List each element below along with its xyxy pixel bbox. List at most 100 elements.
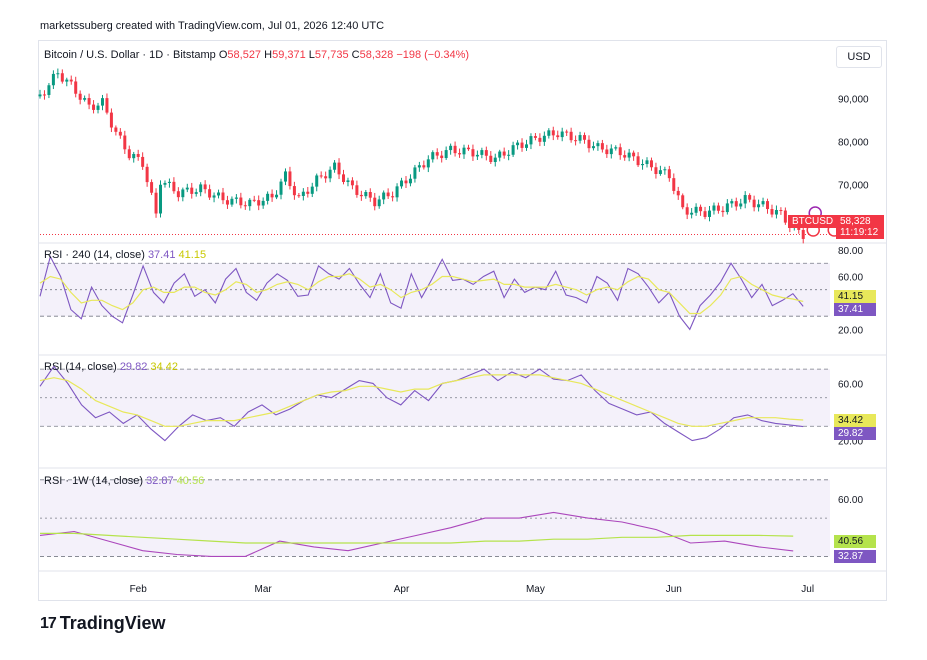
tradingview-logo[interactable]: 17 TradingView xyxy=(40,613,166,634)
candle-body xyxy=(56,73,60,75)
candle-body xyxy=(596,143,600,147)
last-price-value: 58,328 xyxy=(840,216,871,227)
candle-body xyxy=(38,94,42,97)
candle-body xyxy=(739,203,743,207)
candle xyxy=(690,208,694,219)
rsi-axis-label: 60.00 xyxy=(838,379,863,390)
candle-body xyxy=(230,198,234,205)
rsi240-legend[interactable]: RSI · 240 (14, close) 37.41 41.15 xyxy=(44,249,206,261)
candle-body xyxy=(342,174,346,182)
candle xyxy=(56,68,60,79)
rsi1w-ma-label: 40.56 xyxy=(834,535,876,548)
candle xyxy=(248,198,252,211)
candle-body xyxy=(623,155,627,158)
candle xyxy=(605,144,609,158)
rsi-rsi-line xyxy=(39,255,804,331)
candle-body xyxy=(770,209,774,215)
currency-button[interactable]: USD xyxy=(836,46,882,68)
candle xyxy=(136,149,140,161)
candle xyxy=(712,202,716,215)
candle xyxy=(333,160,337,173)
candle xyxy=(574,135,578,146)
candle-body xyxy=(176,191,180,198)
candle xyxy=(770,204,774,218)
candle-body xyxy=(127,149,131,159)
candle-body xyxy=(257,200,261,206)
candle-body xyxy=(346,180,350,182)
candle xyxy=(382,190,386,205)
candle-body xyxy=(542,135,546,142)
candle-body xyxy=(484,150,488,156)
price-axis-label: 70,000 xyxy=(838,180,869,191)
candle-body xyxy=(551,130,555,136)
candle xyxy=(699,204,703,216)
candle-body xyxy=(96,105,100,110)
candle xyxy=(529,133,533,150)
candle xyxy=(288,166,292,190)
symbol-name[interactable]: Bitcoin / U.S. Dollar · 1D · Bitstamp xyxy=(44,49,216,61)
candle-body xyxy=(681,195,685,208)
candle xyxy=(324,171,328,183)
candle xyxy=(350,177,354,190)
candle xyxy=(654,162,658,179)
candle xyxy=(475,150,479,160)
candle xyxy=(181,187,185,202)
candle xyxy=(239,192,243,209)
candle-body xyxy=(181,189,185,198)
candle-body xyxy=(462,147,466,155)
candle xyxy=(739,198,743,210)
candle-body xyxy=(458,153,462,155)
candle-body xyxy=(217,192,221,196)
candle-body xyxy=(480,150,484,155)
candle xyxy=(466,144,470,151)
candle-body xyxy=(676,190,680,196)
rsi1w-legend[interactable]: RSI · 1W (14, close) 32.87 40.56 xyxy=(44,475,204,487)
candle xyxy=(685,203,689,220)
rsi-ma-line xyxy=(39,273,804,315)
rsi1w-label: 32.87 xyxy=(834,550,876,563)
candle-body xyxy=(377,199,381,207)
candle xyxy=(359,190,363,201)
rsi-rsi-line xyxy=(39,365,804,442)
candle-body xyxy=(159,184,163,214)
candle xyxy=(480,147,484,159)
candle xyxy=(458,148,462,158)
candle xyxy=(96,102,100,114)
candle xyxy=(748,193,752,203)
candle-body xyxy=(243,205,247,207)
candle xyxy=(400,177,404,189)
candle-body xyxy=(574,140,578,142)
candle xyxy=(417,161,421,172)
candle-body xyxy=(516,142,520,146)
candle xyxy=(641,159,645,170)
candle xyxy=(449,143,453,155)
candle xyxy=(618,143,622,160)
candle-body xyxy=(690,212,694,215)
candle-body xyxy=(663,169,667,171)
candle xyxy=(190,182,194,199)
candle-body xyxy=(408,178,412,184)
candle-body xyxy=(199,184,203,193)
candle-body xyxy=(100,98,104,106)
rsi1w-ma-line xyxy=(40,532,794,544)
candle xyxy=(310,182,314,198)
candle-body xyxy=(779,210,783,212)
rsi1w-ma-value: 40.56 xyxy=(176,475,205,487)
candle-body xyxy=(730,201,734,204)
candle-body xyxy=(395,186,399,198)
candle-body xyxy=(694,206,698,213)
candle xyxy=(252,195,256,203)
candle-body xyxy=(283,171,287,182)
candle xyxy=(507,150,511,161)
candle xyxy=(422,160,426,170)
candle xyxy=(672,173,676,195)
candle-body xyxy=(270,193,274,198)
rsi1d-legend[interactable]: RSI (14, close) 29.82 34.42 xyxy=(44,361,178,373)
candle-body xyxy=(605,149,609,155)
candle-body xyxy=(78,93,82,100)
candle xyxy=(493,153,497,167)
candle xyxy=(275,190,279,200)
candle-body xyxy=(203,184,207,190)
candle-body xyxy=(672,178,676,191)
